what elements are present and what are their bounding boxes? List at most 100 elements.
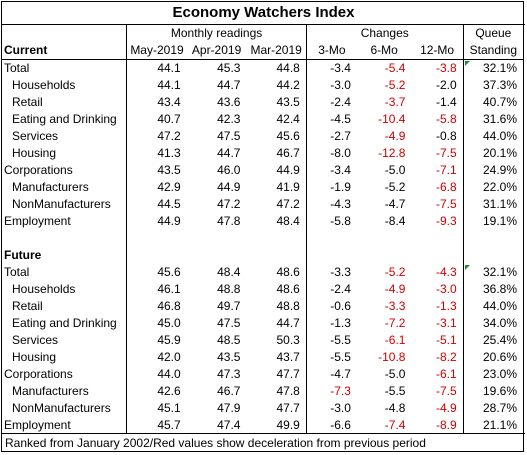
value-may-2019: 45.9: [157, 333, 181, 347]
table-row: Households 46.1 48.8 48.6 -2.4 -4.9 -3.0 36.8%: [2, 281, 523, 298]
value-mar-2019: 42.4: [246, 111, 307, 128]
value-apr-2019: 47.3: [217, 367, 241, 381]
row-label: NonManufacturers: [2, 196, 128, 213]
section-row-future: Future: [2, 247, 523, 264]
row-label: Services: [2, 128, 128, 145]
table-row: Total 45.6 48.4 48.6 -3.3 -5.2 -4.3 32.1%: [2, 264, 523, 281]
value-may-2019: 44.1: [157, 78, 181, 92]
value-may-2019: 43.4: [157, 95, 181, 109]
value-mar-2019: 45.6: [246, 128, 307, 145]
change-6mo: -5.2: [384, 265, 406, 279]
spacer-cell: [127, 247, 187, 264]
change-12mo: -0.8: [411, 128, 464, 145]
change-3mo: -3.3: [330, 265, 351, 279]
col-header-apr: Apr-2019: [186, 42, 247, 60]
spacer-row: [2, 230, 523, 247]
change-6mo: -4.9: [384, 282, 406, 296]
change-6mo: -7.4: [384, 418, 406, 432]
value-apr-2019: 47.4: [217, 418, 241, 432]
value-mar-2019: 48.6: [246, 281, 307, 298]
spacer-cell: [463, 247, 523, 264]
queue-standing: 44.0%: [482, 299, 517, 313]
table-row: Manufacturers 42.9 44.9 41.9 -1.9 -5.2 -6.8 22.…: [2, 179, 523, 196]
row-label: Manufacturers: [2, 179, 128, 196]
change-3mo: -4.5: [330, 112, 351, 126]
change-6mo: -5.0: [384, 163, 406, 177]
spacer-cell: [187, 247, 247, 264]
value-may-2019: 44.1: [157, 61, 181, 75]
row-label: Total: [2, 264, 128, 281]
value-mar-2019: 50.3: [246, 332, 307, 349]
table-row: Services 47.2 47.5 45.6 -2.7 -4.9 -0.8 44.0%: [2, 128, 523, 145]
col-header-6mo: 6-Mo: [356, 42, 412, 60]
row-label: Corporations: [2, 162, 128, 179]
value-may-2019: 45.1: [157, 401, 181, 415]
table-row: Eating and Drinking 45.0 47.5 44.7 -1.3 -7.2-…: [2, 315, 523, 332]
value-apr-2019: 48.4: [217, 265, 241, 279]
spacer-cell: [463, 230, 523, 247]
table-row: Manufacturers 42.6 46.7 47.8 -7.3 -5.5 -7.5 19.…: [2, 383, 523, 400]
table-row: Corporations 43.5 46.0 44.9 -3.4 -5.0 -7.1 24.9…: [2, 162, 523, 179]
change-6mo: -5.2: [384, 78, 406, 92]
change-3mo: -2.4: [330, 95, 351, 109]
change-12mo: -2.0: [411, 77, 464, 94]
row-label: Households: [2, 77, 128, 94]
standing-header: Standing: [463, 42, 523, 60]
change-3mo: -3.4: [330, 61, 351, 75]
value-apr-2019: 46.7: [217, 384, 241, 398]
queue-standing: 28.7%: [482, 401, 517, 415]
queue-standing: 20.1%: [482, 146, 517, 160]
col-header-3mo: 3-Mo: [306, 42, 357, 60]
change-12mo: -7.5: [411, 196, 464, 213]
value-may-2019: 40.7: [157, 112, 181, 126]
queue-standing: 36.8%: [482, 282, 517, 296]
queue-standing: 40.7%: [482, 95, 517, 109]
queue-standing: 19.1%: [482, 214, 517, 228]
queue-standing: 31.6%: [482, 112, 517, 126]
change-6mo: -10.4: [378, 112, 406, 126]
row-label: Employment: [2, 213, 128, 230]
table-row: Housing 42.0 43.5 43.7 -5.5 -10.8 -8.2 20.6%: [2, 349, 523, 366]
queue-standing: 24.9%: [482, 163, 517, 177]
value-mar-2019: 48.8: [246, 298, 307, 315]
value-may-2019: 44.5: [157, 197, 181, 211]
table-row: Eating and Drinking 40.7 42.3 42.4 -4.5 -10.4…: [2, 111, 523, 128]
change-12mo: -9.3: [411, 213, 464, 230]
table-row: Households 44.1 44.7 44.2 -3.0 -5.2 -2.0 37.3%: [2, 77, 523, 94]
change-3mo: -5.5: [330, 333, 351, 347]
table-row: NonManufacturers 44.5 47.2 47.2 -4.3 -4.7 -7.5…: [2, 196, 523, 213]
change-3mo: -7.3: [330, 384, 351, 398]
value-may-2019: 46.1: [157, 282, 181, 296]
value-may-2019: 42.6: [157, 384, 181, 398]
section-label-current: Current: [2, 42, 128, 60]
value-apr-2019: 43.5: [217, 350, 241, 364]
queue-standing: 32.1%: [463, 60, 523, 78]
change-6mo: -5.2: [384, 180, 406, 194]
row-label: Housing: [2, 145, 128, 162]
table-row: Services 45.9 48.5 50.3 -5.5 -6.1 -5.1 25.4%: [2, 332, 523, 349]
change-6mo: -5.0: [384, 367, 406, 381]
value-apr-2019: 43.6: [217, 95, 241, 109]
monthly-readings-header: Monthly readings: [126, 25, 307, 42]
queue-standing: 20.6%: [482, 350, 517, 364]
value-apr-2019: 48.5: [217, 333, 241, 347]
change-12mo: -1.4: [411, 94, 464, 111]
queue-header: Queue: [475, 26, 512, 40]
queue-standing: 34.0%: [482, 316, 517, 330]
value-apr-2019: 47.5: [217, 129, 241, 143]
change-12mo: -4.3: [411, 264, 464, 281]
change-3mo: -6.6: [330, 418, 351, 432]
value-mar-2019: 44.7: [246, 315, 307, 332]
spacer-cell: [306, 230, 357, 247]
spacer-cell: [411, 247, 464, 264]
change-12mo: -7.1: [411, 162, 464, 179]
value-mar-2019: 48.4: [246, 213, 307, 230]
table-row: Corporations 44.0 47.3 47.7 -4.7 -5.0 -6.1 23.0…: [2, 366, 523, 383]
change-12mo: -3.0: [411, 281, 464, 298]
row-label: Eating and Drinking: [2, 111, 128, 128]
change-3mo: -8.0: [330, 146, 351, 160]
row-label: Housing: [2, 349, 128, 366]
value-may-2019: 44.9: [157, 214, 181, 228]
queue-standing: 31.1%: [482, 197, 517, 211]
change-3mo: -0.6: [330, 299, 351, 313]
